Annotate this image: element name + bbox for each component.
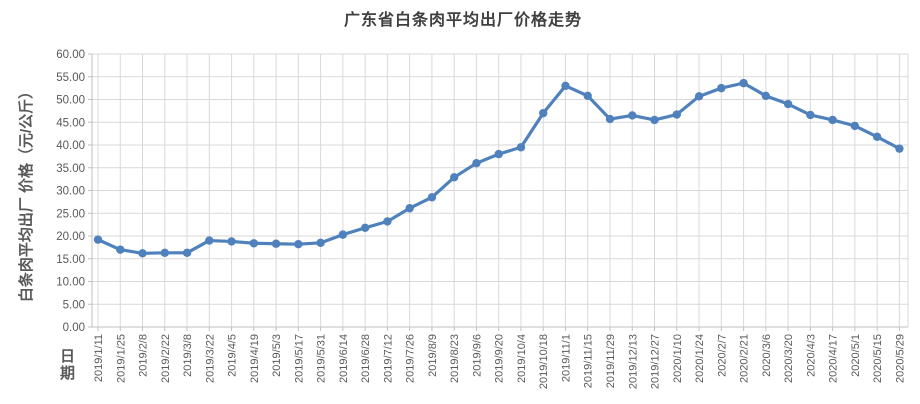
data-point-marker (182, 248, 192, 258)
data-point-marker (650, 115, 659, 125)
y-axis-title: 白条肉平均出厂 价格（元/公斤） (18, 83, 35, 303)
x-tick-label: 2019/5/31 (316, 334, 328, 383)
x-axis-title: 日期 (58, 348, 75, 382)
x-tick-label: 2019/1/11 (93, 334, 105, 382)
y-tick-label: 45.00 (56, 117, 85, 129)
y-tick-label: 0.00 (63, 322, 85, 334)
x-tick-label: 2020/5/29 (894, 334, 906, 383)
x-tick-label: 2019/11/15 (583, 334, 595, 388)
x-tick-label: 2019/12/27 (650, 334, 662, 389)
data-point-marker (717, 83, 726, 93)
data-point-marker (338, 230, 348, 239)
y-tick-label: 25.00 (56, 208, 85, 220)
y-tick-label: 15.00 (56, 254, 85, 266)
data-point-marker (828, 115, 837, 125)
y-tick-label: 60.00 (56, 49, 85, 61)
data-point-marker (360, 223, 370, 233)
data-point-marker (316, 238, 325, 248)
x-tick-label: 2019/11/29 (605, 334, 617, 388)
x-tick-label: 2020/4/17 (828, 334, 840, 383)
x-tick-label: 2019/9/6 (471, 334, 483, 377)
x-tick-label: 2019/11/1 (560, 334, 572, 382)
x-tick-label: 2020/4/3 (805, 334, 817, 377)
data-point-marker (583, 91, 592, 101)
data-point-marker (472, 159, 481, 168)
y-tick-label: 40.00 (56, 140, 85, 152)
data-point-marker (405, 204, 414, 213)
data-point-marker (160, 248, 169, 258)
x-tick-label: 2019/12/13 (627, 334, 639, 389)
x-tick-label: 2020/5/1 (850, 334, 862, 377)
data-point-marker (872, 132, 882, 142)
y-tick-label: 20.00 (56, 231, 85, 243)
x-tick-label: 2020/2/21 (739, 334, 751, 383)
data-point-marker (850, 121, 860, 131)
x-tick-label: 2019/1/25 (115, 334, 127, 383)
y-tick-label: 50.00 (56, 95, 85, 107)
x-tick-label: 2019/8/23 (449, 334, 461, 383)
x-tick-label: 2019/3/22 (204, 334, 216, 383)
chart-title: 广东省白条肉平均出厂价格走势 (343, 12, 582, 29)
data-point-marker (694, 92, 704, 101)
data-point-marker (249, 239, 259, 248)
data-point-marker (93, 235, 103, 244)
x-tick-label: 2019/2/22 (160, 334, 172, 383)
x-tick-label: 2019/4/19 (249, 334, 261, 383)
x-tick-label: 2019/5/17 (293, 334, 305, 383)
data-point-marker (605, 114, 615, 124)
x-tick-label: 2020/2/7 (716, 334, 728, 377)
y-tick-label: 10.00 (56, 277, 85, 289)
data-point-marker (427, 193, 437, 202)
data-point-marker (739, 78, 748, 88)
data-point-marker (205, 236, 214, 245)
x-tick-label: 2020/1/10 (672, 334, 684, 383)
data-point-marker (561, 81, 570, 91)
x-tick-label: 2020/1/24 (694, 334, 706, 383)
data-point-marker (516, 143, 526, 152)
data-point-marker (116, 245, 125, 254)
data-point-marker (449, 173, 459, 182)
data-point-marker (783, 99, 793, 109)
y-tick-label: 35.00 (56, 163, 85, 175)
x-tick-label: 2019/6/28 (360, 334, 372, 383)
data-point-marker (672, 110, 681, 119)
data-point-marker (227, 237, 236, 246)
data-point-marker (806, 110, 815, 120)
x-tick-label: 2019/5/3 (271, 334, 283, 377)
data-point-marker (383, 217, 392, 226)
x-tick-label: 2019/2/8 (138, 334, 150, 377)
x-tick-label: 2019/9/20 (494, 334, 506, 383)
data-point-marker (539, 108, 548, 118)
data-point-marker (494, 149, 503, 159)
y-tick-label: 5.00 (63, 299, 85, 311)
x-tick-label: 2019/4/5 (227, 334, 239, 377)
data-point-marker (628, 111, 637, 120)
x-tick-label: 2020/3/20 (783, 334, 795, 383)
data-point-marker (271, 239, 281, 248)
x-tick-label: 2019/3/8 (182, 334, 194, 377)
data-point-marker (895, 144, 904, 153)
x-tick-label: 2020/5/15 (872, 334, 884, 383)
x-tick-label: 2019/7/26 (405, 334, 417, 383)
data-point-marker (294, 239, 303, 249)
x-tick-label: 2019/8/9 (427, 334, 439, 377)
y-tick-label: 30.00 (56, 186, 85, 198)
x-tick-label: 2019/10/4 (516, 334, 528, 383)
x-tick-label: 2019/6/14 (338, 334, 350, 383)
x-tick-label: 2019/7/12 (382, 334, 394, 383)
data-point-marker (138, 249, 147, 258)
y-tick-label: 55.00 (56, 72, 85, 84)
x-tick-label: 2019/10/18 (538, 334, 550, 389)
data-point-marker (761, 91, 771, 101)
x-tick-label: 2020/3/6 (761, 334, 773, 377)
